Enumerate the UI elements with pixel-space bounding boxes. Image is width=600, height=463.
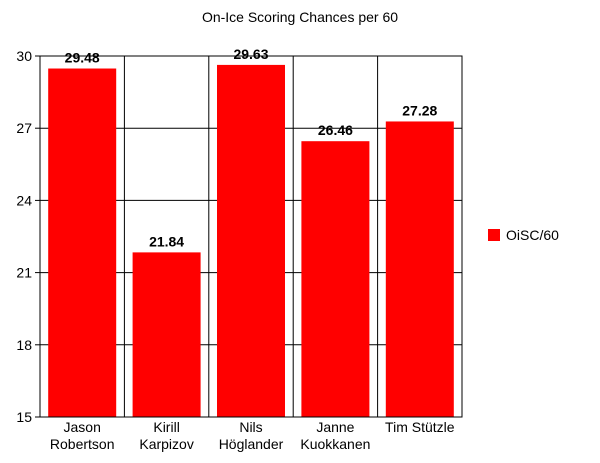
- x-tick-label: Höglander: [219, 436, 284, 452]
- y-tick-label: 18: [16, 337, 32, 353]
- y-tick-label: 15: [16, 409, 32, 425]
- x-tick-label: Jason: [64, 419, 101, 435]
- bars: [48, 64, 454, 418]
- data-label: 29.63: [233, 46, 268, 62]
- y-tick-label: 27: [16, 120, 32, 136]
- data-label: 27.28: [402, 102, 437, 118]
- legend: OiSC/60: [488, 227, 559, 243]
- x-tick-label: Tim Stützle: [385, 419, 455, 435]
- y-tick-label: 30: [16, 48, 32, 64]
- x-tick-label: Nils: [239, 419, 262, 435]
- plot-frame: [35, 55, 463, 418]
- data-label: 21.84: [149, 233, 184, 249]
- y-tick-label: 24: [16, 192, 32, 208]
- x-tick-label: Kuokkanen: [300, 436, 370, 452]
- x-tick-label: Robertson: [50, 436, 115, 452]
- x-tick-label: Karpizov: [139, 436, 193, 452]
- x-tick-label: Kirill: [153, 419, 179, 435]
- legend-label: OiSC/60: [506, 227, 559, 243]
- x-tick-label: Janne: [316, 419, 354, 435]
- bar: [48, 68, 117, 418]
- bar: [385, 121, 454, 417]
- data-label: 26.46: [318, 122, 353, 138]
- legend-swatch: [488, 229, 500, 241]
- bar: [217, 64, 285, 417]
- y-tick-label: 21: [16, 265, 32, 281]
- data-label: 29.48: [65, 50, 100, 66]
- plot-border: [39, 55, 463, 418]
- chart-title: On-Ice Scoring Chances per 60: [201, 9, 399, 25]
- bar: [132, 252, 201, 417]
- bar: [301, 141, 370, 418]
